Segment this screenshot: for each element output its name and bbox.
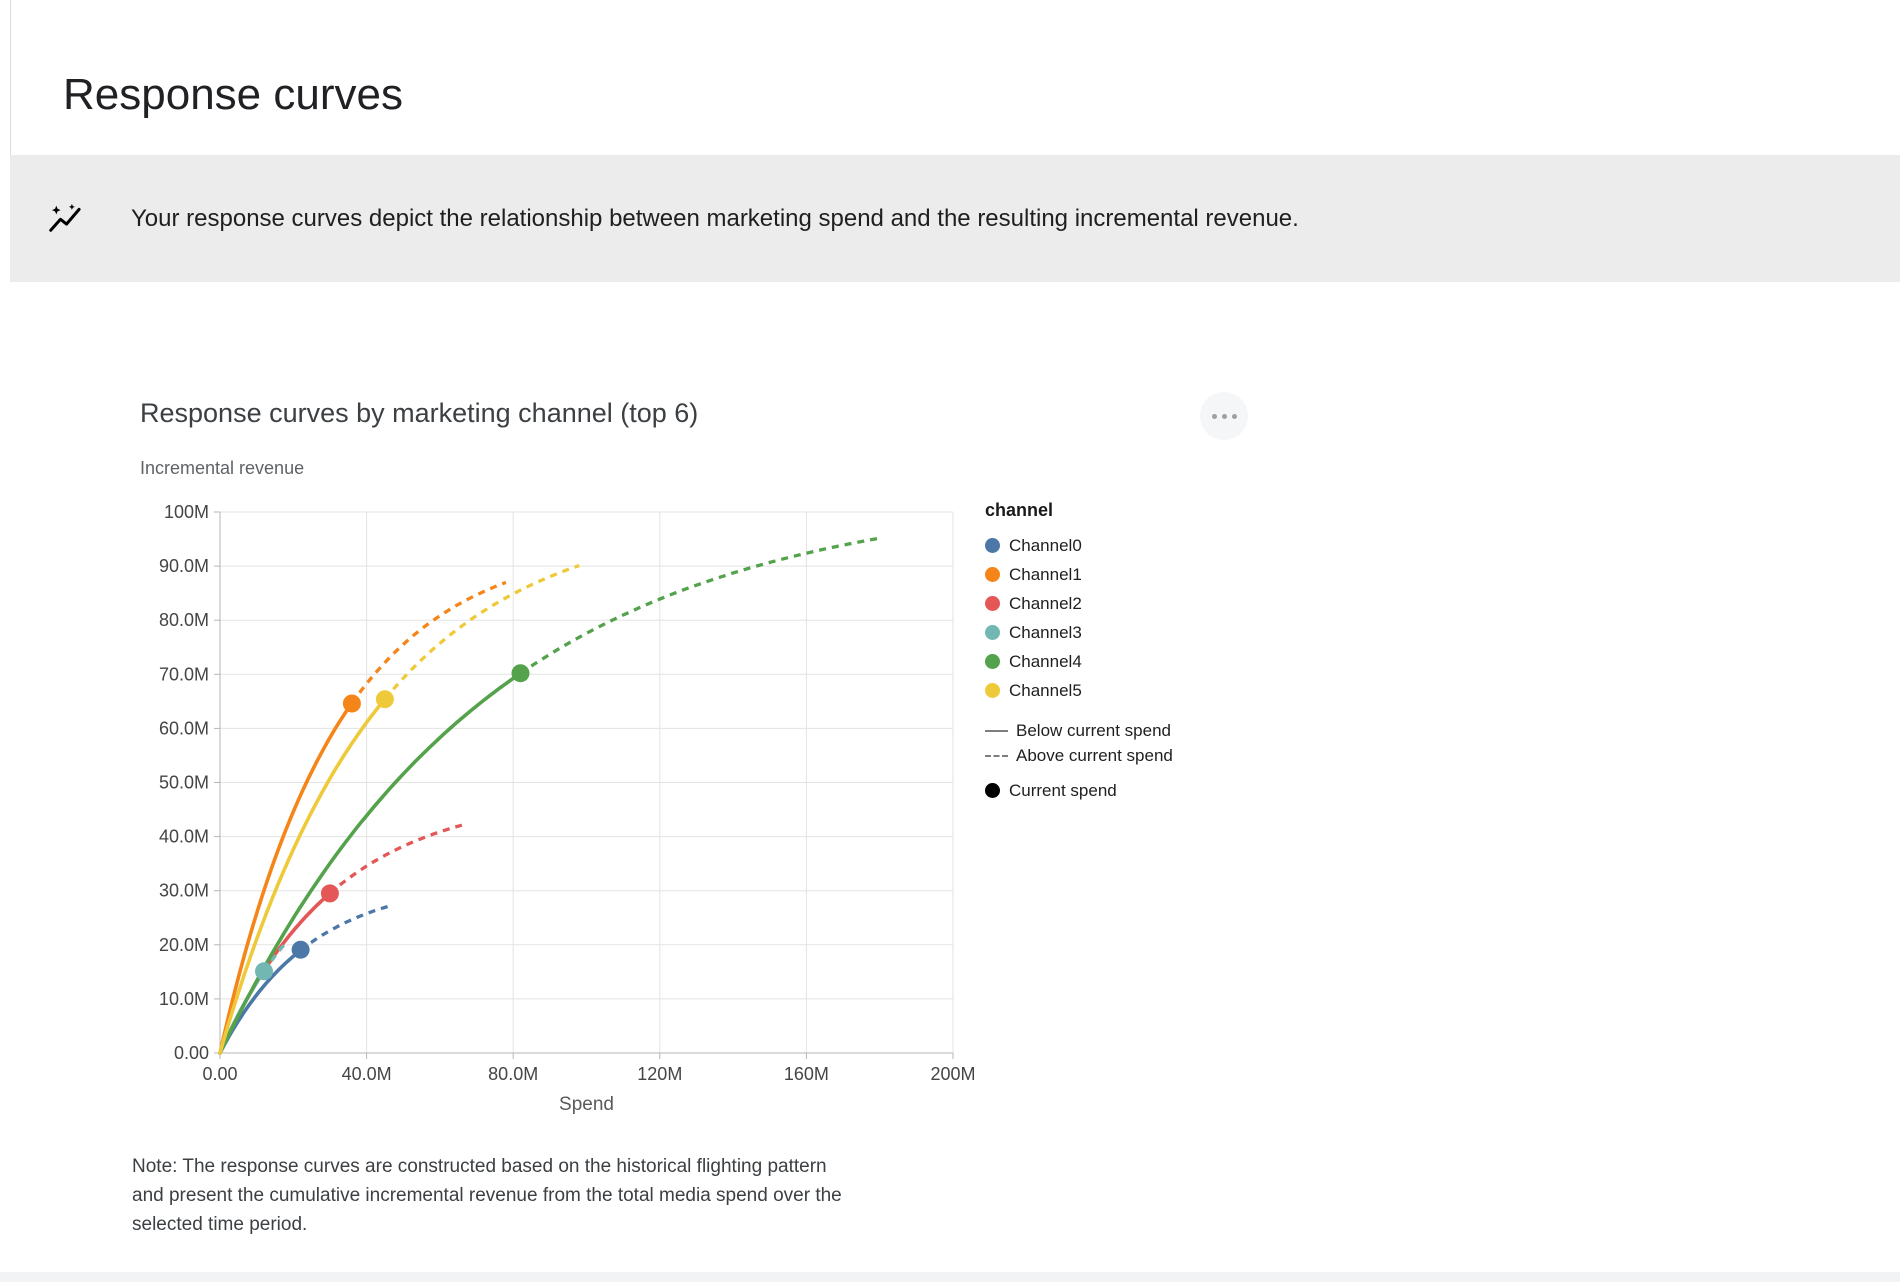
current-spend-dot-swatch [985,783,1000,798]
legend-color-dot [985,567,1000,582]
more-options-icon [1211,413,1217,419]
banner-text: Your response curves depict the relation… [131,204,1299,232]
response-curves-chart: 0.00 40.0M 80.0M 120M 160M 200M 0.00 10.0M 20.0M… [159,502,976,1115]
page-title: Response curves [63,70,403,120]
y-tick-label: 90.0M [159,556,209,576]
x-tick-label: 0.00 [202,1064,237,1084]
chart-note: Note: The response curves are constructe… [132,1152,842,1239]
curve-channel2-above-current [328,823,463,895]
x-tick-label: 160M [784,1064,829,1084]
curve-channel4-above-current [519,536,880,675]
legend-label: Channel1 [1009,564,1082,584]
current-spend-dot-channel1 [342,694,361,713]
current-spend-dot-channel5 [375,690,394,709]
y-tick-label: 0.00 [174,1043,209,1063]
legend-item-channel5: Channel5 [985,676,1173,705]
solid-line-swatch [985,729,1008,732]
legend-item-channel3: Channel3 [985,618,1173,647]
legend-color-dot [985,625,1000,640]
curve-channel4-below-current [218,671,523,1055]
chart-title: Response curves by marketing channel (to… [140,398,699,428]
legend-item-channel1: Channel1 [985,560,1173,589]
y-tick-label: 10.0M [159,989,209,1009]
y-tick-label: 30.0M [159,881,209,901]
legend-label: Channel0 [1009,535,1082,555]
curve-channel5-above-current [383,564,580,701]
note-line: selected time period. [132,1214,308,1235]
legend-gap [985,705,1173,718]
note-line: Note: The response curves are constructe… [132,1156,827,1177]
x-tick-label: 120M [637,1064,682,1084]
y-tick-label: 100M [164,502,209,522]
legend-color-dot [985,654,1000,669]
legend-item-channel2: Channel2 [985,589,1173,618]
legend-label: Current spend [1009,780,1117,800]
legend-title: channel [985,500,1054,520]
y-tick-label: 70.0M [159,664,209,684]
current-spend-dot-channel0 [291,940,310,959]
insights-icon [49,203,81,232]
x-tick-label: 200M [930,1064,975,1084]
y-tick-label: 20.0M [159,935,209,955]
current-spend-dot-channel3 [255,962,273,981]
dashed-line-swatch [985,754,1008,757]
next-section-edge [0,1272,1900,1282]
chart-options-button[interactable] [1200,392,1248,440]
legend-item-channel4: Channel4 [985,647,1173,676]
note-line: and present the cumulative incremental r… [132,1185,842,1206]
y-tick-label: 80.0M [159,610,209,630]
legend-gap [985,768,1173,776]
insight-banner: Your response curves depict the relation… [10,155,1900,282]
legend-channel-items: Channel0 Channel1 Channel2 Channel3 Channel4… [985,531,1173,705]
legend-label: Channel2 [1009,593,1082,613]
legend-label: Channel4 [1009,651,1082,671]
curve-channel5-below-current [218,697,387,1055]
curve-channel1-below-current [218,701,354,1055]
legend-color-dot [985,538,1000,553]
y-tick-label: 40.0M [159,827,209,847]
current-spend-dot-channel4 [511,664,530,683]
content-left-rule [10,0,11,155]
legend-label: Channel5 [1009,680,1082,700]
current-spend-dot-channel2 [320,884,339,903]
legend-item-above-current-spend: Above current spend [985,743,1173,768]
legend-color-dot [985,683,1000,698]
legend-color-dot [985,596,1000,611]
legend-label: Above current spend [1016,745,1173,765]
legend-item-current-spend: Current spend [985,776,1173,805]
curve-channel0-above-current [299,903,393,952]
y-tick-label: 50.0M [159,773,209,793]
x-tick-label: 40.0M [342,1064,392,1084]
y-tick-label: 60.0M [159,718,209,738]
x-tick-label: 80.0M [488,1064,538,1084]
more-options-icon [1231,413,1237,419]
more-options-icon [1221,413,1227,419]
chart-legend: channel Channel0 Channel1 Channel2 Channel3… [985,500,1173,805]
x-axis-title: Spend [559,1094,614,1115]
curve-channel1-above-current [350,580,507,705]
legend-item-channel0: Channel0 [985,531,1173,560]
legend-label: Channel3 [1009,622,1082,642]
legend-item-below-current-spend: Below current spend [985,718,1173,743]
legend-label: Below current spend [1016,720,1171,740]
y-axis-title: Incremental revenue [140,458,305,478]
